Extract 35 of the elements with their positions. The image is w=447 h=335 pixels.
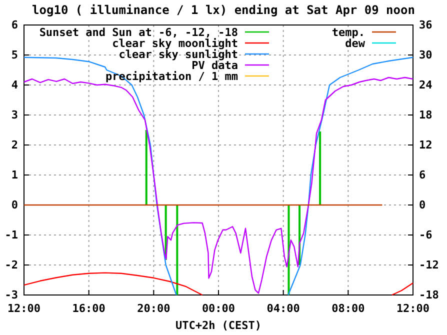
x-tick-label: 04:00 <box>266 302 300 315</box>
y2-tick-label: 30 <box>419 48 432 62</box>
x-axis-title: UTC+2h (CEST) <box>175 319 262 332</box>
y-tick-label: -1 <box>4 228 18 242</box>
y-tick-label: 4 <box>11 78 18 92</box>
chart-title: log10 ( illuminance / 1 lx) ending at Sat Apr 09 noon <box>32 3 415 17</box>
x-tick-label: 12:00 <box>396 302 430 315</box>
legend-label: clear sky moonlight <box>112 37 238 50</box>
x-tick-label: 20:00 <box>137 302 170 315</box>
y-tick-label: -3 <box>4 288 18 302</box>
y-tick-label: 6 <box>11 18 18 32</box>
legend-label: PV data <box>192 59 238 72</box>
x-tick-label: 12:00 <box>7 302 41 315</box>
y2-tick-label: 0 <box>419 198 426 212</box>
y2-tick-label: 12 <box>419 138 432 152</box>
y2-tick-label: -6 <box>419 228 433 242</box>
y2-tick-label: -18 <box>419 288 439 302</box>
y-tick-label: 3 <box>11 108 18 122</box>
legend-label: clear sky sunlight <box>118 48 238 61</box>
y-tick-label: 0 <box>11 198 18 212</box>
legend-label: dew <box>345 37 366 50</box>
x-tick-label: 00:00 <box>202 302 236 315</box>
y-tick-label: 5 <box>11 48 18 62</box>
y2-tick-label: 6 <box>419 168 426 182</box>
y2-tick-label: 18 <box>419 108 432 122</box>
x-tick-label: 08:00 <box>332 302 365 315</box>
y-tick-label: 2 <box>11 138 18 152</box>
y-tick-label: -2 <box>4 258 18 272</box>
legend-label: temp. <box>332 26 365 39</box>
y2-tick-label: -12 <box>419 258 439 272</box>
x-tick-label: 16:00 <box>72 302 106 315</box>
y-tick-label: 1 <box>11 168 18 182</box>
y2-tick-label: 24 <box>419 78 433 92</box>
legend-label: Sunset and Sun at -6, -12, -18 <box>39 26 238 39</box>
y2-tick-label: 36 <box>419 18 433 32</box>
